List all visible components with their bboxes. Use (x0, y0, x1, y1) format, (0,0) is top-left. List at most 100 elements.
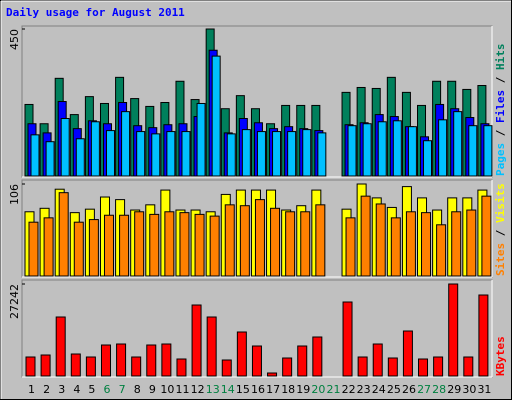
bar (312, 336, 323, 377)
bar (60, 118, 70, 177)
bar (405, 211, 416, 277)
x-tick-label: 20 (311, 383, 325, 396)
bar (100, 344, 111, 377)
legend-entry: Hits (494, 44, 507, 71)
bar (282, 357, 293, 377)
bar (45, 141, 55, 177)
x-tick-label: 28 (432, 383, 446, 396)
bar (478, 294, 489, 377)
bar (176, 358, 187, 377)
bar (345, 217, 356, 277)
bar (75, 138, 85, 177)
x-tick-label: 7 (119, 383, 126, 396)
x-tick-label: 6 (104, 383, 111, 396)
bar (151, 133, 161, 177)
bar (236, 331, 247, 377)
x-tick-label: 14 (221, 383, 235, 396)
bar (28, 221, 39, 277)
legend-entry: KBytes (494, 336, 507, 376)
bar (40, 354, 51, 377)
bar (436, 224, 447, 277)
x-tick-label: 17 (266, 383, 280, 396)
bar (161, 343, 172, 377)
bar (224, 204, 235, 277)
bar (407, 126, 417, 177)
bar (317, 132, 327, 177)
bar (58, 192, 69, 277)
x-tick-label: 18 (281, 383, 295, 396)
bar (267, 372, 278, 377)
legend-entry: Visits (494, 183, 507, 223)
bar (241, 129, 251, 177)
x-tick-label: 31 (477, 383, 491, 396)
y-tick-label: 450 (8, 29, 21, 50)
bar (372, 343, 383, 377)
x-tick-label: 4 (73, 383, 80, 396)
x-tick-label: 27 (417, 383, 431, 396)
bar (103, 214, 114, 277)
bar (211, 55, 221, 177)
legend-separator: / (494, 70, 507, 90)
bar (88, 219, 99, 277)
x-tick-label: 19 (296, 383, 310, 396)
bar (105, 130, 115, 177)
bar (191, 304, 202, 377)
x-tick-label: 30 (462, 383, 476, 396)
bar (390, 217, 401, 277)
x-tick-label: 23 (357, 383, 371, 396)
legend-separator: / (494, 123, 507, 143)
bar (287, 131, 297, 177)
bar (453, 111, 463, 177)
bar (90, 121, 100, 177)
bar (418, 358, 429, 377)
bar (433, 356, 444, 377)
bar (30, 134, 40, 177)
bar (423, 140, 433, 177)
bar (196, 102, 206, 177)
x-tick-label: 22 (342, 383, 356, 396)
bar (377, 121, 387, 177)
bar (254, 199, 265, 277)
bar (468, 125, 478, 177)
legend: Sites / Visits (494, 183, 507, 276)
x-tick-label: 29 (447, 383, 461, 396)
x-tick-label: 9 (149, 383, 156, 396)
legend-separator: / (494, 223, 507, 243)
bar (302, 129, 312, 177)
bar (297, 345, 308, 377)
x-tick-label: 1 (28, 383, 35, 396)
bar (116, 343, 127, 377)
x-tick-label: 25 (387, 383, 401, 396)
bar (73, 221, 84, 277)
x-tick-label: 12 (191, 383, 205, 396)
bar (85, 356, 96, 377)
bar (342, 301, 353, 377)
x-tick-label: 21 (326, 383, 340, 396)
bar (164, 211, 175, 277)
bar (251, 345, 262, 377)
bar (239, 205, 250, 277)
x-tick-label: 16 (251, 383, 265, 396)
x-tick-label: 2 (43, 383, 50, 396)
legend: Pages / Files / Hits (494, 44, 507, 177)
x-tick-label: 3 (58, 383, 65, 396)
bar (55, 316, 66, 377)
x-tick-label: 15 (236, 383, 250, 396)
bar (387, 357, 398, 377)
legend-entry: Sites (494, 243, 507, 276)
bar (70, 353, 81, 377)
bar (166, 131, 176, 177)
x-tick-label: 26 (402, 383, 416, 396)
bar (25, 356, 36, 377)
x-tick-label: 24 (372, 383, 386, 396)
y-tick-label: 106 (8, 184, 21, 205)
bar (285, 211, 296, 277)
bar (209, 215, 220, 277)
bar (136, 131, 146, 177)
bar (448, 283, 459, 377)
bar (226, 133, 236, 177)
bar (256, 131, 266, 177)
bar (131, 356, 142, 377)
